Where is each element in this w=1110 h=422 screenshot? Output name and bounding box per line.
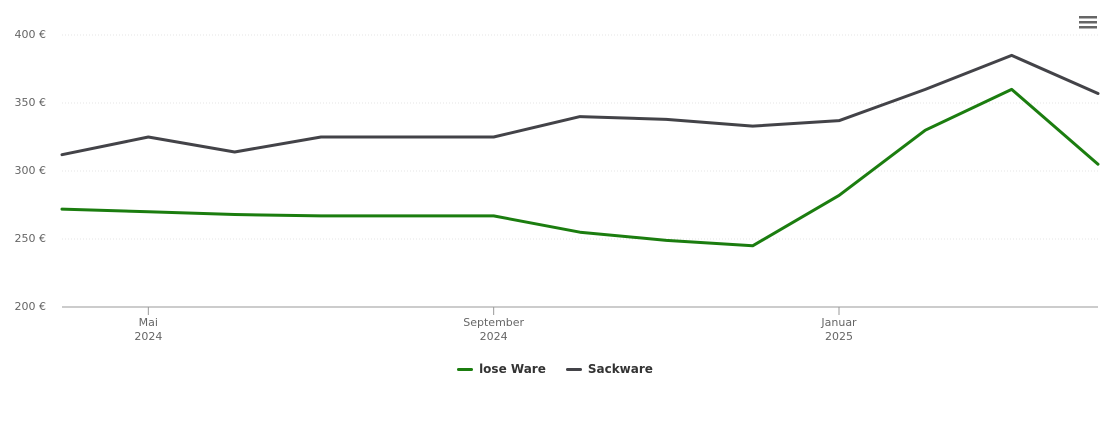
y-tick-label: 250 €	[15, 232, 47, 245]
series	[60, 87, 1100, 248]
line	[60, 53, 1100, 157]
menu-bar	[1079, 16, 1097, 19]
legend-swatch	[565, 367, 582, 371]
legend-item[interactable]: Sackware	[565, 362, 653, 376]
legend-label: lose Ware	[479, 362, 546, 376]
y-tick-label: 300 €	[15, 164, 47, 177]
legend-label: Sackware	[587, 362, 653, 376]
menu-bar	[1079, 26, 1097, 29]
menu-icon[interactable]	[1079, 16, 1097, 29]
series	[60, 53, 1100, 157]
legend-swatch	[457, 367, 474, 371]
x-tick-label: September 2024	[463, 316, 525, 343]
x-tick-label: Januar 2025	[821, 316, 857, 343]
x-tick-label: Mai 2024	[134, 316, 163, 343]
legend: lose Ware Sackware	[0, 362, 1110, 376]
legend-item[interactable]: lose Ware	[457, 362, 546, 376]
y-tick-label: 200 €	[15, 300, 47, 313]
line	[60, 87, 1100, 248]
menu-bar	[1079, 21, 1097, 24]
y-tick-label: 400 €	[15, 28, 47, 41]
y-tick-label: 350 €	[15, 96, 47, 109]
